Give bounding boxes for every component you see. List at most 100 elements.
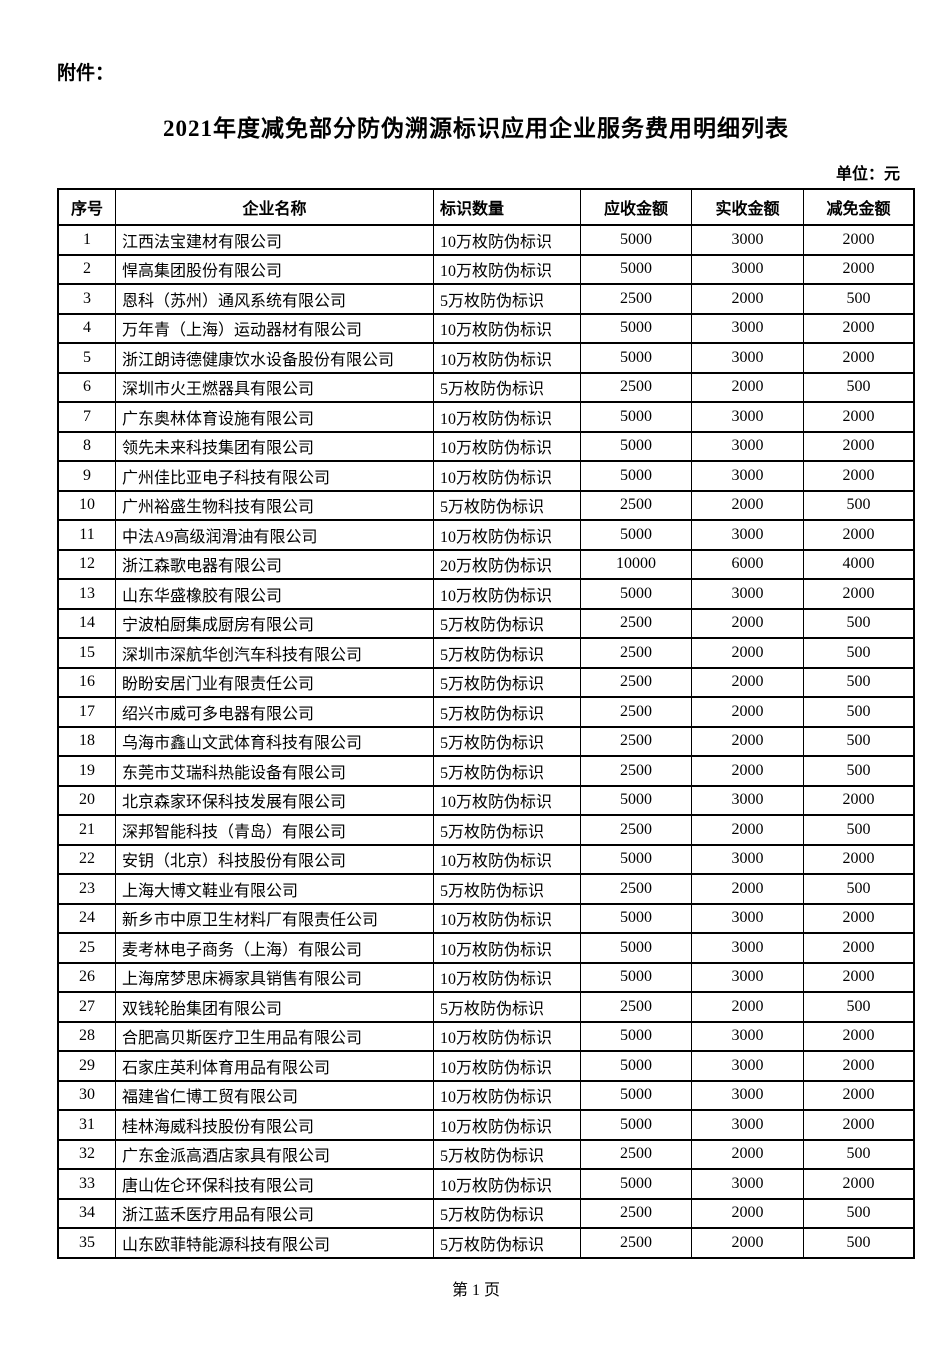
cell-received: 3000 [691, 519, 804, 551]
cell-received: 3000 [691, 961, 804, 993]
cell-receivable: 5000 [580, 578, 692, 610]
cell-receivable: 2500 [580, 1227, 692, 1259]
cell-qty: 5万枚防伪标识 [433, 637, 581, 669]
cell-name: 悍高集团股份有限公司 [115, 253, 434, 285]
cell-no: 12 [57, 548, 116, 580]
cell-waived: 500 [803, 283, 915, 315]
table-row: 29 石家庄英利体育用品有限公司 10万枚防伪标识 5000 3000 2000 [57, 1050, 915, 1082]
cell-receivable: 5000 [580, 519, 692, 551]
cell-received: 2000 [691, 755, 804, 787]
cell-receivable: 5000 [580, 1020, 692, 1052]
cell-received: 2000 [691, 283, 804, 315]
cell-received: 6000 [691, 548, 804, 580]
table-row: 17 绍兴市威可多电器有限公司 5万枚防伪标识 2500 2000 500 [57, 696, 915, 728]
cell-waived: 2000 [803, 1109, 915, 1141]
cell-no: 10 [57, 489, 116, 521]
cell-name: 中法A9高级润滑油有限公司 [115, 519, 434, 551]
cell-receivable: 2500 [580, 371, 692, 403]
cell-qty: 10万枚防伪标识 [433, 342, 581, 374]
cell-name: 山东欧菲特能源科技有限公司 [115, 1227, 434, 1259]
cell-received: 3000 [691, 1079, 804, 1111]
cell-waived: 2000 [803, 342, 915, 374]
cell-receivable: 5000 [580, 401, 692, 433]
header-waived: 减免金额 [803, 188, 915, 226]
cell-waived: 2000 [803, 1168, 915, 1200]
cell-received: 3000 [691, 430, 804, 462]
cell-qty: 10万枚防伪标识 [433, 312, 581, 344]
cell-qty: 5万枚防伪标识 [433, 873, 581, 905]
cell-receivable: 2500 [580, 873, 692, 905]
cell-name: 上海席梦思床褥家具销售有限公司 [115, 961, 434, 993]
page-number: 第 1 页 [451, 1282, 500, 1299]
cell-name: 深邦智能科技（青岛）有限公司 [115, 814, 434, 846]
cell-no: 9 [57, 460, 116, 492]
cell-no: 8 [57, 430, 116, 462]
cell-receivable: 5000 [580, 1050, 692, 1082]
table-header: 序号 企业名称 标识数量 应收金额 实收金额 减免金额 [57, 188, 915, 226]
cell-received: 3000 [691, 401, 804, 433]
cell-waived: 500 [803, 371, 915, 403]
cell-qty: 5万枚防伪标识 [433, 1138, 581, 1170]
cell-no: 33 [57, 1168, 116, 1200]
cell-qty: 10万枚防伪标识 [433, 1109, 581, 1141]
cell-received: 3000 [691, 1109, 804, 1141]
cell-received: 2000 [691, 637, 804, 669]
header-name: 企业名称 [115, 188, 434, 226]
table-row: 34 浙江蓝禾医疗用品有限公司 5万枚防伪标识 2500 2000 500 [57, 1197, 915, 1229]
cell-name: 山东华盛橡胶有限公司 [115, 578, 434, 610]
cell-name: 广东奥林体育设施有限公司 [115, 401, 434, 433]
cell-receivable: 2500 [580, 1138, 692, 1170]
cell-name: 乌海市鑫山文武体育科技有限公司 [115, 725, 434, 757]
cell-qty: 10万枚防伪标识 [433, 401, 581, 433]
cell-waived: 500 [803, 873, 915, 905]
cell-waived: 2000 [803, 1020, 915, 1052]
cell-qty: 10万枚防伪标识 [433, 460, 581, 492]
cell-no: 24 [57, 902, 116, 934]
cell-no: 1 [57, 224, 116, 256]
cell-qty: 5万枚防伪标识 [433, 696, 581, 728]
cell-qty: 5万枚防伪标识 [433, 489, 581, 521]
cell-name: 新乡市中原卫生材料厂有限责任公司 [115, 902, 434, 934]
table-row: 1 江西法宝建材有限公司 10万枚防伪标识 5000 3000 2000 [57, 224, 915, 256]
header-received: 实收金额 [691, 188, 804, 226]
table-row: 21 深邦智能科技（青岛）有限公司 5万枚防伪标识 2500 2000 500 [57, 814, 915, 846]
cell-qty: 10万枚防伪标识 [433, 843, 581, 875]
cell-name: 恩科（苏州）通风系统有限公司 [115, 283, 434, 315]
table-row: 27 双钱轮胎集团有限公司 5万枚防伪标识 2500 2000 500 [57, 991, 915, 1023]
cell-receivable: 2500 [580, 696, 692, 728]
cell-received: 3000 [691, 843, 804, 875]
cell-name: 桂林海威科技股份有限公司 [115, 1109, 434, 1141]
cell-name: 东莞市艾瑞科热能设备有限公司 [115, 755, 434, 787]
cell-qty: 5万枚防伪标识 [433, 991, 581, 1023]
cell-received: 3000 [691, 1168, 804, 1200]
table-row: 9 广州佳比亚电子科技有限公司 10万枚防伪标识 5000 3000 2000 [57, 460, 915, 492]
cell-waived: 2000 [803, 1050, 915, 1082]
cell-received: 3000 [691, 1020, 804, 1052]
table-row: 28 合肥高贝斯医疗卫生用品有限公司 10万枚防伪标识 5000 3000 2000 [57, 1020, 915, 1052]
cell-receivable: 5000 [580, 1109, 692, 1141]
cell-received: 3000 [691, 1050, 804, 1082]
cell-name: 广州佳比亚电子科技有限公司 [115, 460, 434, 492]
cell-no: 3 [57, 283, 116, 315]
cell-receivable: 10000 [580, 548, 692, 580]
cell-qty: 10万枚防伪标识 [433, 932, 581, 964]
table-row: 16 盼盼安居门业有限责任公司 5万枚防伪标识 2500 2000 500 [57, 666, 915, 698]
cell-waived: 500 [803, 814, 915, 846]
table-row: 26 上海席梦思床褥家具销售有限公司 10万枚防伪标识 5000 3000 2000 [57, 961, 915, 993]
cell-name: 麦考林电子商务（上海）有限公司 [115, 932, 434, 964]
cell-received: 3000 [691, 312, 804, 344]
cell-qty: 10万枚防伪标识 [433, 784, 581, 816]
cell-name: 广东金派高酒店家具有限公司 [115, 1138, 434, 1170]
table-row: 31 桂林海威科技股份有限公司 10万枚防伪标识 5000 3000 2000 [57, 1109, 915, 1141]
cell-waived: 500 [803, 637, 915, 669]
cell-waived: 2000 [803, 253, 915, 285]
cell-received: 2000 [691, 666, 804, 698]
cell-waived: 500 [803, 725, 915, 757]
cell-no: 25 [57, 932, 116, 964]
cell-no: 23 [57, 873, 116, 905]
cell-no: 26 [57, 961, 116, 993]
cell-receivable: 2500 [580, 755, 692, 787]
cell-received: 2000 [691, 489, 804, 521]
cell-receivable: 5000 [580, 961, 692, 993]
